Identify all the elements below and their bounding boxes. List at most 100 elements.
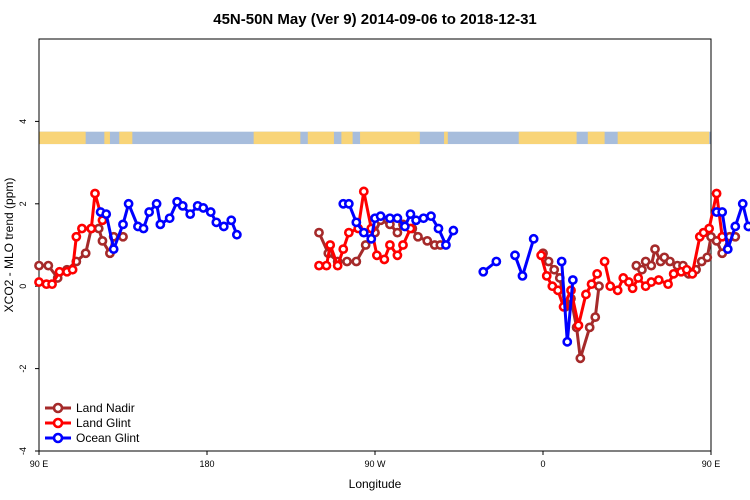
land-strip bbox=[360, 131, 420, 145]
data-point-land-glint bbox=[633, 273, 644, 283]
data-point-land-nadir bbox=[650, 244, 660, 255]
data-point-land-glint bbox=[646, 277, 657, 287]
data-point-ocean-glint bbox=[411, 215, 421, 226]
data-point-land-glint bbox=[71, 231, 82, 242]
land-strip bbox=[341, 131, 353, 145]
land-strip bbox=[253, 131, 301, 145]
data-point-ocean-glint bbox=[198, 203, 209, 213]
data-point-land-glint bbox=[67, 264, 78, 275]
data-point-ocean-glint bbox=[211, 217, 222, 228]
data-point-land-glint bbox=[379, 254, 390, 265]
data-point-land-nadir bbox=[314, 227, 324, 238]
data-point-land-nadir bbox=[575, 353, 586, 364]
data-point-land-nadir bbox=[646, 260, 657, 271]
data-point-land-glint bbox=[358, 186, 369, 197]
data-point-ocean-glint bbox=[343, 198, 354, 209]
data-point-ocean-glint bbox=[385, 213, 395, 224]
legend-item-ocean-glint: Ocean Glint bbox=[45, 431, 140, 445]
land-strip bbox=[104, 131, 110, 145]
data-point-land-glint bbox=[573, 320, 584, 331]
data-point-ocean-glint bbox=[722, 244, 733, 255]
data-point-land-nadir bbox=[93, 223, 104, 234]
data-point-land-glint bbox=[711, 188, 722, 199]
data-point-ocean-glint bbox=[743, 221, 750, 232]
data-point-land-nadir bbox=[413, 231, 423, 242]
data-point-land-glint bbox=[90, 188, 100, 199]
data-point-land-glint bbox=[392, 250, 403, 261]
data-point-land-nadir bbox=[351, 256, 362, 267]
data-point-land-nadir bbox=[590, 312, 601, 322]
y-tick-label: 0 bbox=[18, 284, 28, 289]
data-point-land-glint bbox=[553, 285, 563, 296]
land-strip bbox=[518, 131, 577, 145]
x-tick-label: 90 E bbox=[30, 459, 49, 469]
data-point-ocean-glint bbox=[426, 211, 436, 222]
data-point-land-glint bbox=[627, 283, 638, 294]
data-point-ocean-glint bbox=[737, 198, 748, 209]
data-point-ocean-glint bbox=[155, 219, 166, 230]
data-point-ocean-glint bbox=[218, 221, 229, 232]
legend-item-land-nadir: Land Nadir bbox=[45, 401, 135, 415]
data-point-land-glint bbox=[371, 250, 382, 261]
data-point-ocean-glint bbox=[392, 213, 403, 224]
data-point-ocean-glint bbox=[399, 221, 410, 232]
data-point-land-glint bbox=[34, 277, 44, 287]
series-group bbox=[34, 186, 750, 364]
series-line-land-glint bbox=[539, 254, 599, 327]
data-point-ocean-glint bbox=[418, 213, 429, 224]
data-point-land-glint bbox=[325, 240, 336, 250]
legend-marker bbox=[52, 432, 64, 444]
data-point-land-glint bbox=[338, 244, 349, 255]
data-point-land-glint bbox=[704, 223, 715, 234]
series-land-glint bbox=[34, 186, 728, 331]
data-point-land-nadir bbox=[594, 281, 604, 292]
data-point-ocean-glint bbox=[433, 223, 444, 234]
data-point-ocean-glint bbox=[478, 266, 489, 277]
data-point-land-glint bbox=[605, 281, 616, 292]
data-point-ocean-glint bbox=[101, 209, 112, 219]
data-point-land-glint bbox=[47, 279, 57, 290]
data-point-land-glint bbox=[687, 268, 698, 279]
x-tick-label: 90 E bbox=[702, 459, 721, 469]
data-point-land-glint bbox=[592, 268, 603, 279]
legend-label: Ocean Glint bbox=[76, 431, 140, 445]
data-point-land-nadir bbox=[702, 252, 713, 263]
data-point-land-nadir bbox=[549, 264, 560, 275]
land-strip bbox=[39, 131, 86, 145]
data-point-ocean-glint bbox=[567, 275, 578, 285]
legend-label: Land Glint bbox=[76, 416, 131, 430]
data-point-land-nadir bbox=[637, 264, 647, 275]
data-point-ocean-glint bbox=[375, 211, 386, 222]
data-point-land-nadir bbox=[342, 256, 352, 267]
x-axis-label: Longitude bbox=[349, 477, 402, 491]
data-point-land-glint bbox=[541, 270, 552, 281]
data-point-ocean-glint bbox=[226, 215, 237, 226]
x-tick-label: 90 W bbox=[364, 459, 386, 469]
legend-item-land-glint: Land Glint bbox=[45, 416, 131, 430]
data-point-land-glint bbox=[612, 285, 623, 296]
land-strip bbox=[444, 131, 448, 145]
data-point-land-glint bbox=[581, 289, 591, 300]
land-strip bbox=[307, 131, 334, 145]
data-point-land-nadir bbox=[360, 240, 371, 250]
data-point-ocean-glint bbox=[366, 233, 377, 244]
legend-label: Land Nadir bbox=[76, 401, 135, 415]
data-point-land-glint bbox=[668, 268, 679, 279]
data-point-ocean-glint bbox=[151, 198, 162, 209]
data-point-land-nadir bbox=[34, 260, 44, 271]
data-point-ocean-glint bbox=[717, 207, 728, 217]
data-point-ocean-glint bbox=[491, 256, 502, 267]
data-point-ocean-glint bbox=[138, 223, 149, 234]
data-point-land-glint bbox=[398, 240, 408, 250]
data-point-ocean-glint bbox=[144, 207, 155, 217]
data-point-ocean-glint bbox=[562, 336, 573, 347]
land-strip bbox=[587, 131, 605, 145]
data-point-land-nadir bbox=[543, 256, 554, 267]
data-point-ocean-glint bbox=[405, 209, 416, 219]
data-point-ocean-glint bbox=[556, 256, 567, 267]
data-point-ocean-glint bbox=[730, 221, 741, 232]
data-point-ocean-glint bbox=[205, 207, 216, 217]
legend-marker bbox=[52, 417, 64, 429]
data-point-ocean-glint bbox=[528, 233, 539, 244]
